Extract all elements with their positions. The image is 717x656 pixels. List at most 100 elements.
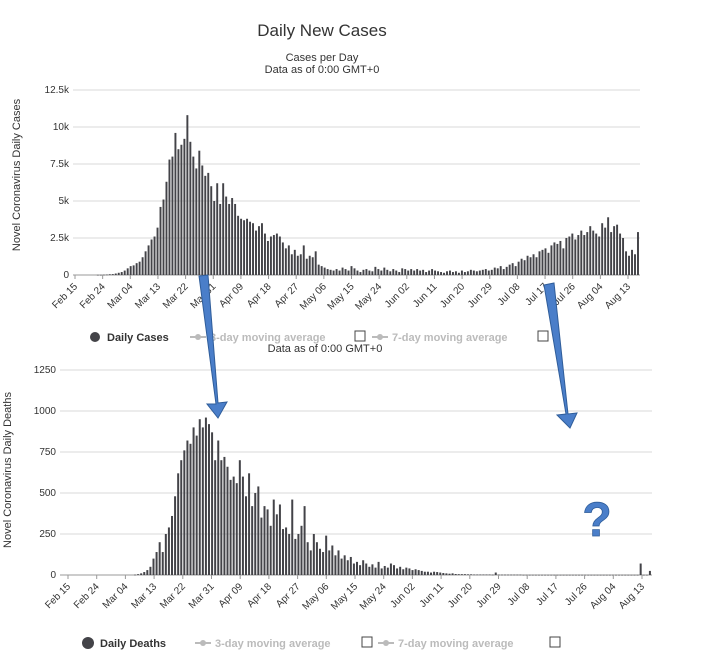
legend-label-7-day[interactable]: 7-day moving average — [398, 638, 514, 650]
bar — [340, 558, 343, 575]
bar — [214, 460, 217, 575]
bar — [636, 574, 639, 576]
bar — [344, 269, 347, 275]
bar — [297, 534, 300, 575]
bar — [180, 144, 183, 275]
bar — [186, 115, 189, 275]
x-tick-label: Apr 18 — [245, 281, 274, 310]
bar — [460, 574, 463, 575]
bar — [408, 568, 411, 575]
bar — [195, 168, 198, 275]
bar — [140, 573, 143, 575]
x-tick-label: Jun 20 — [438, 281, 467, 310]
bar — [278, 236, 281, 275]
bar — [481, 269, 484, 275]
bar — [186, 440, 189, 575]
legend-label-7-day[interactable]: 7-day moving average — [392, 332, 508, 344]
x-tick-label: Jul 08 — [496, 281, 523, 308]
legend-marker-7-day — [377, 334, 383, 340]
bar — [389, 563, 392, 575]
y-tick-label: 2.5k — [50, 233, 70, 244]
legend-label-daily-cases[interactable]: Daily Cases — [107, 332, 169, 344]
bar — [159, 206, 162, 275]
bar — [383, 565, 386, 575]
bar — [571, 574, 574, 576]
bar — [108, 274, 111, 275]
x-tick-label: Aug 04 — [588, 581, 618, 611]
legend-marker-3-day — [200, 640, 206, 646]
bar — [114, 273, 117, 275]
bar — [208, 424, 210, 575]
checkbox-3-day[interactable] — [361, 636, 373, 648]
bar — [598, 236, 601, 275]
x-tick-label: May 24 — [358, 581, 389, 612]
bar — [634, 254, 636, 275]
y-tick-label: 10k — [53, 122, 70, 133]
x-tick-label: Aug 13 — [617, 581, 647, 611]
bar — [144, 251, 147, 275]
bar — [475, 271, 478, 275]
bar — [405, 567, 408, 575]
bar — [615, 574, 617, 576]
bar — [341, 267, 344, 275]
bar — [353, 268, 356, 275]
bar — [174, 132, 177, 275]
bar — [362, 269, 365, 275]
bar — [457, 272, 460, 275]
chart-title: Daily New Cases — [257, 21, 386, 40]
bar — [210, 186, 213, 275]
bar — [407, 270, 410, 275]
legend-label-3-day[interactable]: 3-day moving average — [215, 638, 331, 650]
legend-label-3-day[interactable]: 3-day moving average — [210, 332, 326, 344]
bar — [359, 272, 362, 275]
bar — [332, 270, 335, 275]
bar — [580, 230, 583, 275]
bar — [425, 272, 428, 275]
daily-cases-chart: Novel Coronavirus Daily Cases 0 2.5k 5k 7.5… — [11, 85, 640, 312]
bar — [595, 233, 598, 275]
bar — [610, 232, 613, 275]
x-tick-label: Feb 24 — [78, 281, 108, 311]
bar — [463, 574, 466, 575]
bar — [401, 268, 404, 275]
bar — [386, 269, 389, 275]
checkbox-7-day[interactable] — [549, 636, 561, 648]
bar — [204, 175, 207, 275]
bar — [380, 270, 383, 275]
bar — [192, 156, 195, 275]
bar — [538, 251, 541, 275]
x-tick-label: Jun 29 — [475, 581, 504, 610]
bar — [269, 236, 272, 275]
bar — [146, 570, 149, 575]
x-tick-label: May 06 — [300, 581, 331, 612]
bar — [337, 550, 340, 575]
bar — [374, 266, 377, 275]
bar — [134, 574, 136, 576]
bar — [138, 261, 141, 275]
bar — [248, 473, 251, 575]
bar — [192, 427, 195, 575]
bar — [183, 138, 186, 275]
bar — [488, 574, 491, 576]
checkbox-7-day[interactable] — [537, 330, 549, 342]
bar — [531, 574, 534, 576]
bar — [599, 574, 602, 576]
bar — [266, 240, 269, 275]
bar — [251, 506, 254, 575]
bar — [553, 574, 556, 576]
x-tick-label: Apr 09 — [217, 281, 246, 310]
bar — [544, 574, 547, 576]
bar — [537, 574, 540, 576]
bar — [541, 574, 543, 576]
bar — [532, 254, 535, 275]
bar — [198, 419, 201, 575]
bar — [243, 220, 246, 275]
legend-label-daily-deaths[interactable]: Daily Deaths — [100, 638, 166, 650]
bar — [235, 483, 238, 575]
bar — [165, 181, 168, 275]
y-tick-label: 5k — [58, 196, 70, 207]
bar — [219, 203, 222, 275]
bar — [343, 555, 346, 575]
checkbox-3-day[interactable] — [354, 330, 366, 342]
bar — [180, 460, 183, 575]
